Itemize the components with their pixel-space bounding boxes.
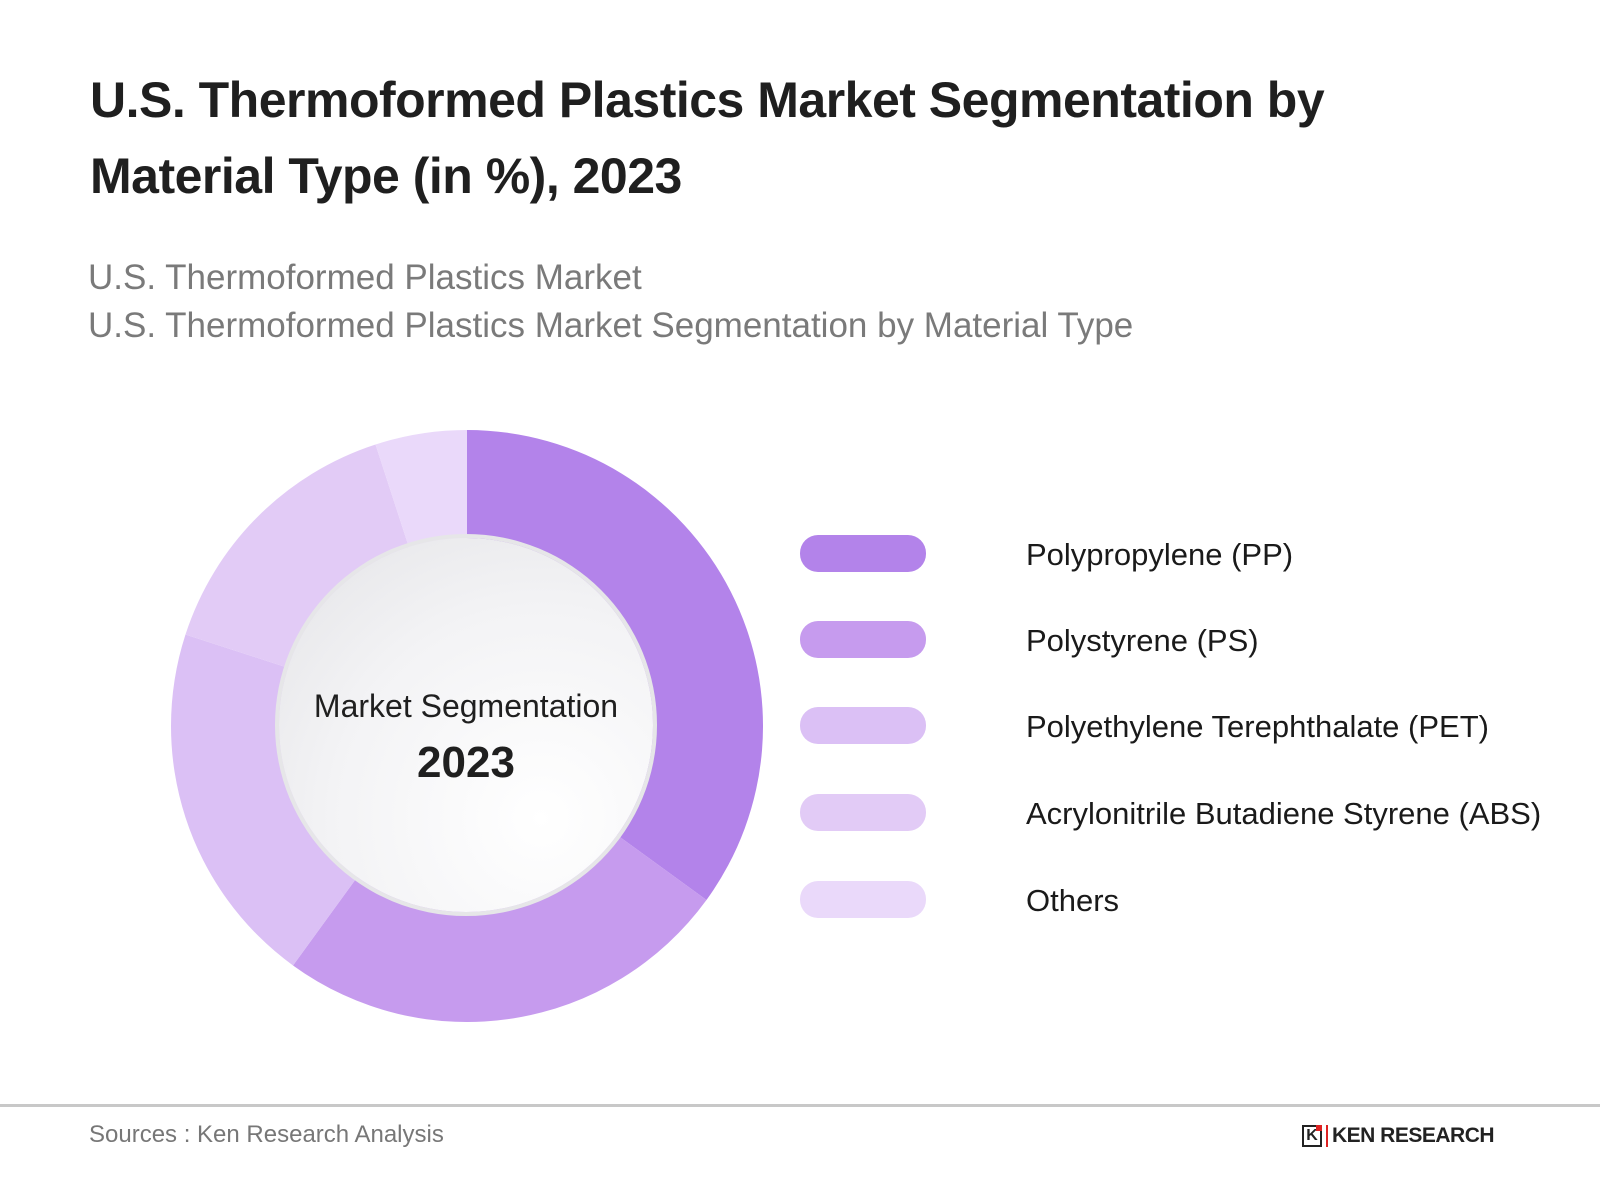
donut-segment [467, 430, 763, 900]
logo-k-icon: K [1302, 1125, 1322, 1147]
donut-segment [375, 430, 467, 555]
chart-title: U.S. Thermoformed Plastics Market Segmen… [90, 72, 1325, 204]
logo-text: KEN RESEARCH [1332, 1124, 1495, 1147]
legend-label: Polypropylene (PP) [1026, 537, 1294, 572]
legend-swatch [800, 881, 926, 918]
logo-separator [1326, 1125, 1328, 1147]
legend-swatch [800, 621, 926, 658]
donut-chart [171, 430, 763, 1022]
legend-item-abs: Acrylonitrile Butadiene Styrene (ABS) [800, 794, 1590, 834]
donut-center [279, 538, 653, 912]
donut-segment [293, 831, 707, 1022]
footer-divider [0, 1104, 1600, 1107]
ken-research-logo: K KEN RESEARCH [1302, 1124, 1495, 1148]
legend-item-ps: Polystyrene (PS) [800, 621, 1590, 661]
center-label: Market Segmentation [313, 688, 619, 724]
donut-segment [185, 444, 412, 671]
legend-label: Polyethylene Terephthalate (PET) [1026, 709, 1489, 744]
legend-label: Acrylonitrile Butadiene Styrene (ABS) [1026, 796, 1542, 831]
legend-swatch [800, 535, 926, 572]
center-year: 2023 [417, 738, 515, 787]
legend-item-pet: Polyethylene Terephthalate (PET) [800, 707, 1590, 747]
source-note: Sources : Ken Research Analysis [89, 1121, 444, 1148]
legend-item-pp: Polypropylene (PP) [800, 535, 1590, 575]
legend-item-others: Others [800, 881, 1590, 921]
legend-swatch [800, 794, 926, 831]
subtitle-segmentation: U.S. Thermoformed Plastics Market Segmen… [88, 306, 1134, 345]
legend-swatch [800, 707, 926, 744]
subtitle-market: U.S. Thermoformed Plastics Market [88, 258, 642, 297]
legend-label: Polystyrene (PS) [1026, 623, 1259, 658]
donut-segment [171, 634, 362, 966]
legend-label: Others [1026, 883, 1120, 918]
